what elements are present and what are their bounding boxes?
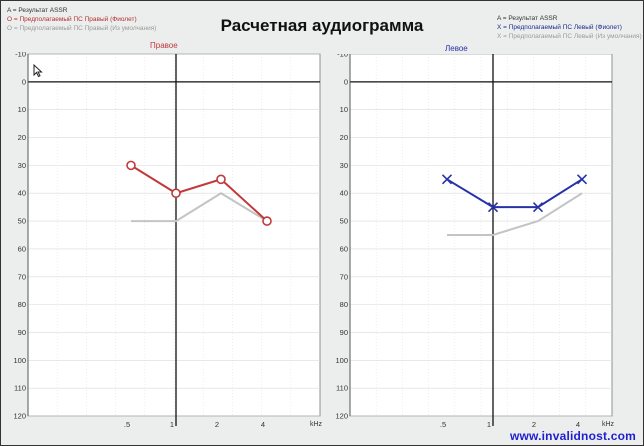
right-ear-y-tick-label: 30 — [18, 161, 26, 170]
legend-right-left-ear: X = Предполагаемый ПС Левый (Фиолет) — [497, 24, 622, 31]
left-ear-x-tick-label: 2 — [532, 420, 536, 429]
right-ear-y-tick-label: 40 — [18, 189, 26, 198]
left-ear-y-tick-label: 90 — [340, 328, 348, 337]
left-ear-title: Левое — [445, 44, 468, 53]
left-ear-data-point — [441, 174, 453, 185]
left-ear-x-unit-label: kHz — [602, 421, 615, 428]
right-ear-data-point — [216, 174, 226, 185]
right-ear-y-tick-label: -10 — [15, 52, 26, 59]
right-ear-y-unit-label: coHL — [5, 52, 21, 54]
right-ear-x-tick-label: 2 — [215, 420, 219, 429]
footer-url: www.invalidnost.com — [509, 429, 636, 443]
right-ear-y-tick-label: 10 — [18, 105, 26, 114]
left-ear-y-tick-label: 40 — [340, 189, 348, 198]
right-ear-y-tick-label: 0 — [22, 77, 26, 86]
left-ear-y-tick-label: 70 — [340, 272, 348, 281]
left-ear-x-tick-label: 4 — [576, 420, 580, 429]
right-ear-data-point — [126, 160, 136, 171]
left-ear-y-tick-label: 0 — [344, 77, 348, 86]
right-ear-series-line — [130, 164, 268, 222]
right-ear-y-tick-label: 100 — [13, 356, 26, 365]
left-ear-data-point — [576, 174, 588, 185]
legend-right-default: X = Предполагаемый ПС Левый (Из умолчани… — [497, 33, 642, 40]
right-ear-x-tick-label: 4 — [261, 420, 265, 429]
right-ear-series-line — [131, 192, 268, 223]
right-ear-y-tick-label: 70 — [18, 272, 26, 281]
right-ear-y-tick-label: 20 — [18, 133, 26, 142]
legend-left-assr: A = Результат ASSR — [7, 7, 68, 14]
right-ear-y-tick-label: 60 — [18, 244, 26, 253]
right-ear-y-tick-label: 120 — [13, 412, 26, 421]
left-ear-y-tick-label: -10 — [337, 54, 348, 59]
left-ear-data-point-stroke — [532, 202, 544, 213]
right-ear-x-tick-label: .5 — [124, 420, 130, 429]
right-ear-title: Правое — [150, 41, 178, 50]
left-ear-x-tick-label: 1 — [487, 420, 491, 429]
left-ear-y-tick-label: 80 — [340, 300, 348, 309]
left-ear-series-line — [446, 178, 583, 209]
left-ear-y-tick-label: 20 — [340, 133, 348, 142]
left-ear-data-point-stroke — [576, 174, 588, 185]
left-ear-data-point — [532, 202, 544, 213]
left-ear-y-tick-label: 60 — [340, 244, 348, 253]
legend-left-default: O = Предполагаемый ПС Правый (Из умолчан… — [7, 25, 157, 32]
left-ear-y-tick-label: 10 — [340, 105, 348, 114]
left-ear-audiogram: coHL-100102030405060708090100110120.5124… — [335, 54, 615, 429]
left-ear-y-tick-label: 30 — [340, 161, 348, 170]
left-ear-y-tick-label: 100 — [335, 356, 348, 365]
right-ear-x-unit-label: kHz — [310, 421, 323, 428]
left-ear-y-tick-label: 110 — [336, 384, 348, 393]
legend-left: A = Результат ASSR O = Предполагаемый ПС… — [7, 6, 156, 33]
right-ear-y-tick-label: 50 — [18, 217, 26, 226]
right-ear-x-tick-label: 1 — [170, 420, 174, 429]
right-ear-y-tick-label: 90 — [18, 328, 26, 337]
left-ear-data-point — [487, 202, 499, 213]
right-ear-y-tick-label: 110 — [14, 384, 26, 393]
legend-left-right-ear: O = Предполагаемый ПС Правый (Фиолет) — [7, 16, 137, 23]
left-ear-y-tick-label: 50 — [340, 217, 348, 226]
left-ear-data-point-stroke — [441, 174, 453, 185]
right-ear-audiogram: coHL-10 0 10 20 30 40 50 60 70 80 90 100 110 120 .5 1 2 4… — [5, 52, 323, 429]
left-ear-data-point-stroke — [487, 202, 499, 213]
legend-right-assr: A = Результат ASSR — [497, 15, 558, 22]
left-ear-x-tick-label: .5 — [440, 420, 446, 429]
right-ear-data-point — [262, 216, 272, 226]
legend-right: A = Результат ASSR X = Предполагаемый ПС… — [497, 14, 642, 41]
right-ear-data-point — [171, 188, 181, 199]
mouse-cursor-icon — [33, 64, 43, 78]
left-ear-series-line — [447, 192, 583, 236]
left-ear-y-tick-label: 120 — [335, 412, 348, 421]
page-title: Расчетная аудиограмма — [220, 16, 424, 35]
right-ear-y-tick-label: 80 — [18, 300, 26, 309]
